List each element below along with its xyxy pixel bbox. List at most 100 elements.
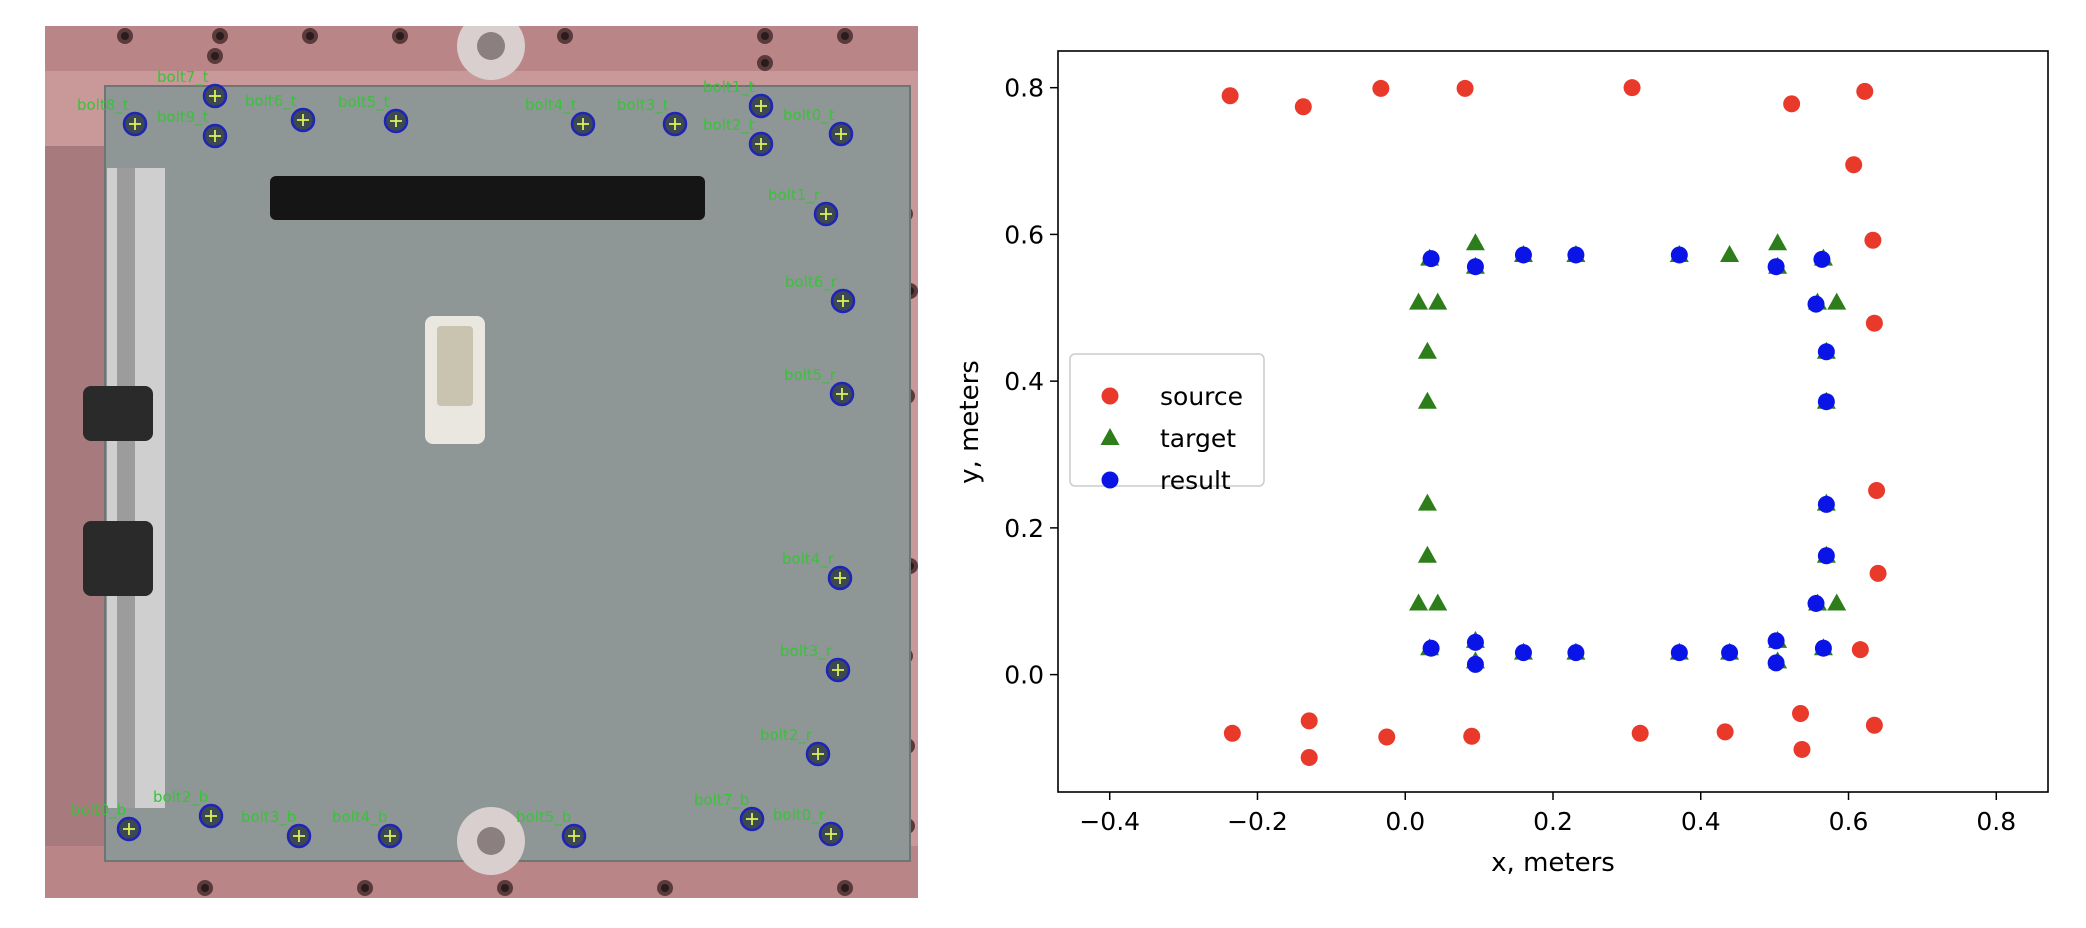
bolt-label: bolt3_t xyxy=(617,96,669,115)
legend-marker-source xyxy=(1101,387,1119,405)
rail-carriage-top xyxy=(83,386,153,441)
bolt-label: bolt9_t xyxy=(157,108,209,127)
linear-rail-groove xyxy=(117,168,135,808)
bolt-label: bolt4_r xyxy=(782,550,835,569)
target-point xyxy=(1417,391,1437,409)
result-point xyxy=(1767,654,1785,672)
bolt-label: bolt6_r xyxy=(785,273,838,292)
result-point xyxy=(1422,639,1440,657)
source-point xyxy=(1856,82,1874,100)
bolt-label: bolt1_t xyxy=(703,78,755,97)
result-point xyxy=(1466,633,1484,651)
source-point xyxy=(1300,749,1318,767)
result-point xyxy=(1817,495,1835,513)
source-point xyxy=(1300,712,1318,730)
source-point xyxy=(1865,716,1883,734)
frame-hole-center xyxy=(761,32,769,40)
scatter-plot: −0.4 −0.2 0.0 0.2 0.4 0.6 0.8 0.00.20.40.60.8 … xyxy=(955,50,2049,878)
target-point xyxy=(1768,233,1788,251)
bolt-label: bolt8_t xyxy=(77,96,129,115)
source-point xyxy=(1372,79,1390,97)
target-point xyxy=(1417,545,1437,563)
cylinder-fixture-center xyxy=(477,827,505,855)
y-tick-label: 0.4 xyxy=(1004,367,1044,396)
result-point xyxy=(1767,258,1785,276)
source-point xyxy=(1716,723,1734,741)
target-point xyxy=(1827,292,1847,310)
result-point xyxy=(1670,246,1688,264)
result-point xyxy=(1807,594,1825,612)
source-point xyxy=(1851,641,1869,659)
legend-marker-result xyxy=(1101,471,1119,489)
bolt-label: bolt5_b xyxy=(516,808,571,827)
source-point xyxy=(1783,95,1801,113)
result-point xyxy=(1807,295,1825,313)
source-point xyxy=(1793,740,1811,758)
source-point xyxy=(1864,231,1882,249)
target-point xyxy=(1465,233,1485,251)
target-point xyxy=(1417,493,1437,511)
y-tick-label: 0.2 xyxy=(1004,514,1044,543)
source-point xyxy=(1868,481,1886,499)
bolt-label: bolt5_t xyxy=(338,93,390,112)
rail-carriage-bottom xyxy=(83,521,153,596)
bolt-label: bolt2_b xyxy=(153,788,208,807)
target-point xyxy=(1827,593,1847,611)
remote-control-panel xyxy=(437,326,473,406)
target-point xyxy=(1428,292,1448,310)
result-point xyxy=(1814,639,1832,657)
result-point xyxy=(1817,547,1835,565)
bolt-label: bolt4_b xyxy=(332,808,387,827)
result-point xyxy=(1767,632,1785,650)
bolt-label: bolt0_t xyxy=(783,106,835,125)
frame-hole-center xyxy=(211,52,219,60)
y-tick-label: 0.8 xyxy=(1004,74,1044,103)
result-point xyxy=(1817,393,1835,411)
legend: source target result xyxy=(1069,353,1265,495)
frame-hole-center xyxy=(306,32,314,40)
source-series xyxy=(1221,79,1887,767)
bolt-label: bolt4_t xyxy=(525,96,577,115)
bolt-label: bolt1_r xyxy=(768,186,821,205)
result-point xyxy=(1721,644,1739,662)
y-axis-ticks: 0.0 0.2 0.4 0.6 0.8 xyxy=(1004,74,1058,690)
result-point xyxy=(1466,258,1484,276)
frame-hole-center xyxy=(201,884,209,892)
legend-box xyxy=(1069,353,1265,487)
camera-photo: bolt8_t bolt7_t bolt6_t bolt5_t bolt4_t bolt3… xyxy=(45,26,918,898)
bolt-label: bolt7_b xyxy=(694,791,749,810)
x-tick-label: 0.6 xyxy=(1829,807,1869,836)
bolt-label: bolt0_r xyxy=(773,806,826,825)
left-mount xyxy=(45,146,105,846)
bolt-label: bolt6_t xyxy=(245,92,297,111)
frame-hole-center xyxy=(761,59,769,67)
source-point xyxy=(1869,564,1887,582)
x-tick-label: 0.4 xyxy=(1681,807,1721,836)
bolt-label: bolt3_r xyxy=(780,642,833,661)
bolt-label: bolt2_r xyxy=(760,726,813,745)
bolt-label: bolt5_r xyxy=(784,366,837,385)
target-point xyxy=(1409,593,1429,611)
source-point xyxy=(1456,79,1474,97)
frame-hole-center xyxy=(121,32,129,40)
y-tick-label: 0.6 xyxy=(1004,220,1044,249)
legend-label-source: source xyxy=(1160,382,1243,411)
x-axis-label: x, meters xyxy=(1491,848,1615,878)
legend-marker-target xyxy=(1100,428,1120,445)
source-point xyxy=(1378,728,1396,746)
target-point xyxy=(1428,593,1448,611)
result-point xyxy=(1567,246,1585,264)
bolt-markers: bolt8_t bolt7_t bolt6_t bolt5_t bolt4_t bolt3… xyxy=(71,68,856,849)
result-point xyxy=(1567,644,1585,662)
result-point xyxy=(1670,644,1688,662)
source-point xyxy=(1223,724,1241,742)
x-tick-label: −0.4 xyxy=(1079,807,1140,836)
legend-label-target: target xyxy=(1160,424,1236,453)
data-markers xyxy=(1221,79,1887,767)
camera-photo-panel: bolt8_t bolt7_t bolt6_t bolt5_t bolt4_t bolt3… xyxy=(45,26,918,898)
source-point xyxy=(1792,704,1809,722)
result-series xyxy=(1422,246,1835,673)
x-axis-ticks: −0.4 −0.2 0.0 0.2 0.4 0.6 0.8 xyxy=(1079,792,2016,836)
source-point xyxy=(1865,314,1883,332)
frame-hole-center xyxy=(841,32,849,40)
